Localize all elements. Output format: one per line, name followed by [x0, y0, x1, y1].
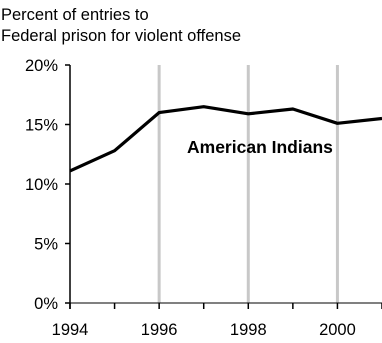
series-annotation-label: American Indians [187, 137, 333, 157]
series-line-0 [69, 105, 382, 173]
x-tick-label-1998: 1998 [230, 321, 267, 339]
x-tick-label-1996: 1996 [141, 321, 178, 339]
x-tick-label-1994: 1994 [52, 321, 89, 339]
y-tick-labels: 0% 5% 10% 15% 20% [25, 57, 58, 313]
y-tick-label-10: 10% [25, 176, 58, 194]
y-tick-label-0: 0% [34, 295, 58, 313]
y-axis-title: Percent of entries to Federal prison for… [1, 5, 241, 47]
y-tick-label-15: 15% [25, 117, 58, 135]
annotations: American Indians [187, 137, 333, 157]
series-lines [69, 105, 382, 173]
axes [65, 64, 382, 309]
y-axis-title-line-1: Percent of entries to [1, 6, 149, 24]
x-tick-label-2000: 2000 [319, 321, 356, 339]
x-tick-labels: 1994 1996 1998 2000 [52, 321, 356, 339]
y-tick-label-20: 20% [25, 57, 58, 75]
gridlines [157, 65, 339, 303]
y-axis-title-line-2: Federal prison for violent offense [1, 27, 241, 45]
y-tick-label-5: 5% [34, 236, 58, 254]
